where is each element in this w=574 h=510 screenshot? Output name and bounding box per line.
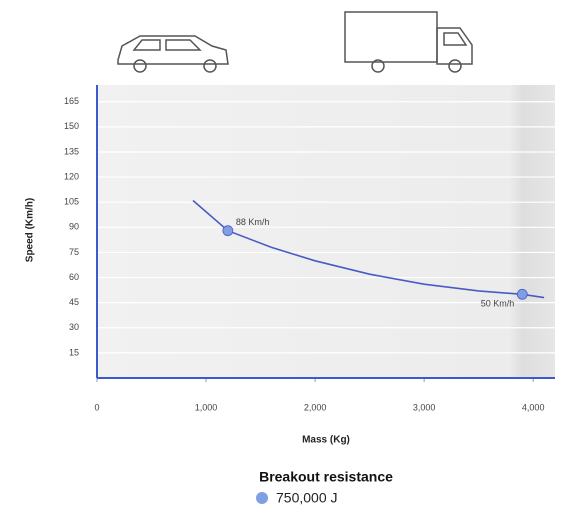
- point-label: 88 Km/h: [236, 217, 270, 227]
- y-tick-label: 75: [69, 247, 79, 257]
- y-tick-label: 60: [69, 272, 79, 282]
- y-tick-label: 165: [64, 96, 79, 106]
- legend-item: 750,000 J: [276, 490, 338, 506]
- plot-area: [97, 85, 555, 378]
- y-tick-label: 30: [69, 322, 79, 332]
- y-tick-label: 105: [64, 197, 79, 207]
- y-tick-label: 135: [64, 146, 79, 156]
- series-line: [192, 199, 545, 299]
- x-tick-label: 0: [94, 402, 99, 412]
- truck-icon: [344, 11, 473, 73]
- y-tick-label: 15: [69, 347, 79, 357]
- y-tick-label: 150: [64, 121, 79, 131]
- car-icon: [117, 35, 229, 73]
- point-label: 50 Km/h: [481, 299, 515, 309]
- y-tick-label: 120: [64, 171, 79, 181]
- legend-marker: [256, 492, 268, 504]
- data-point: [222, 225, 234, 237]
- y-tick-label: 90: [69, 222, 79, 232]
- legend-title: Breakout resistance: [259, 469, 393, 485]
- data-point: [516, 288, 528, 300]
- x-axis-title: Mass (Kg): [302, 435, 350, 446]
- x-tick-label: 1,000: [195, 402, 218, 412]
- x-tick-label: 3,000: [413, 402, 436, 412]
- y-tick-label: 45: [69, 297, 79, 307]
- x-tick-label: 4,000: [522, 402, 545, 412]
- y-axis-title: Speed (Km/h): [25, 198, 36, 262]
- x-tick-label: 2,000: [304, 402, 327, 412]
